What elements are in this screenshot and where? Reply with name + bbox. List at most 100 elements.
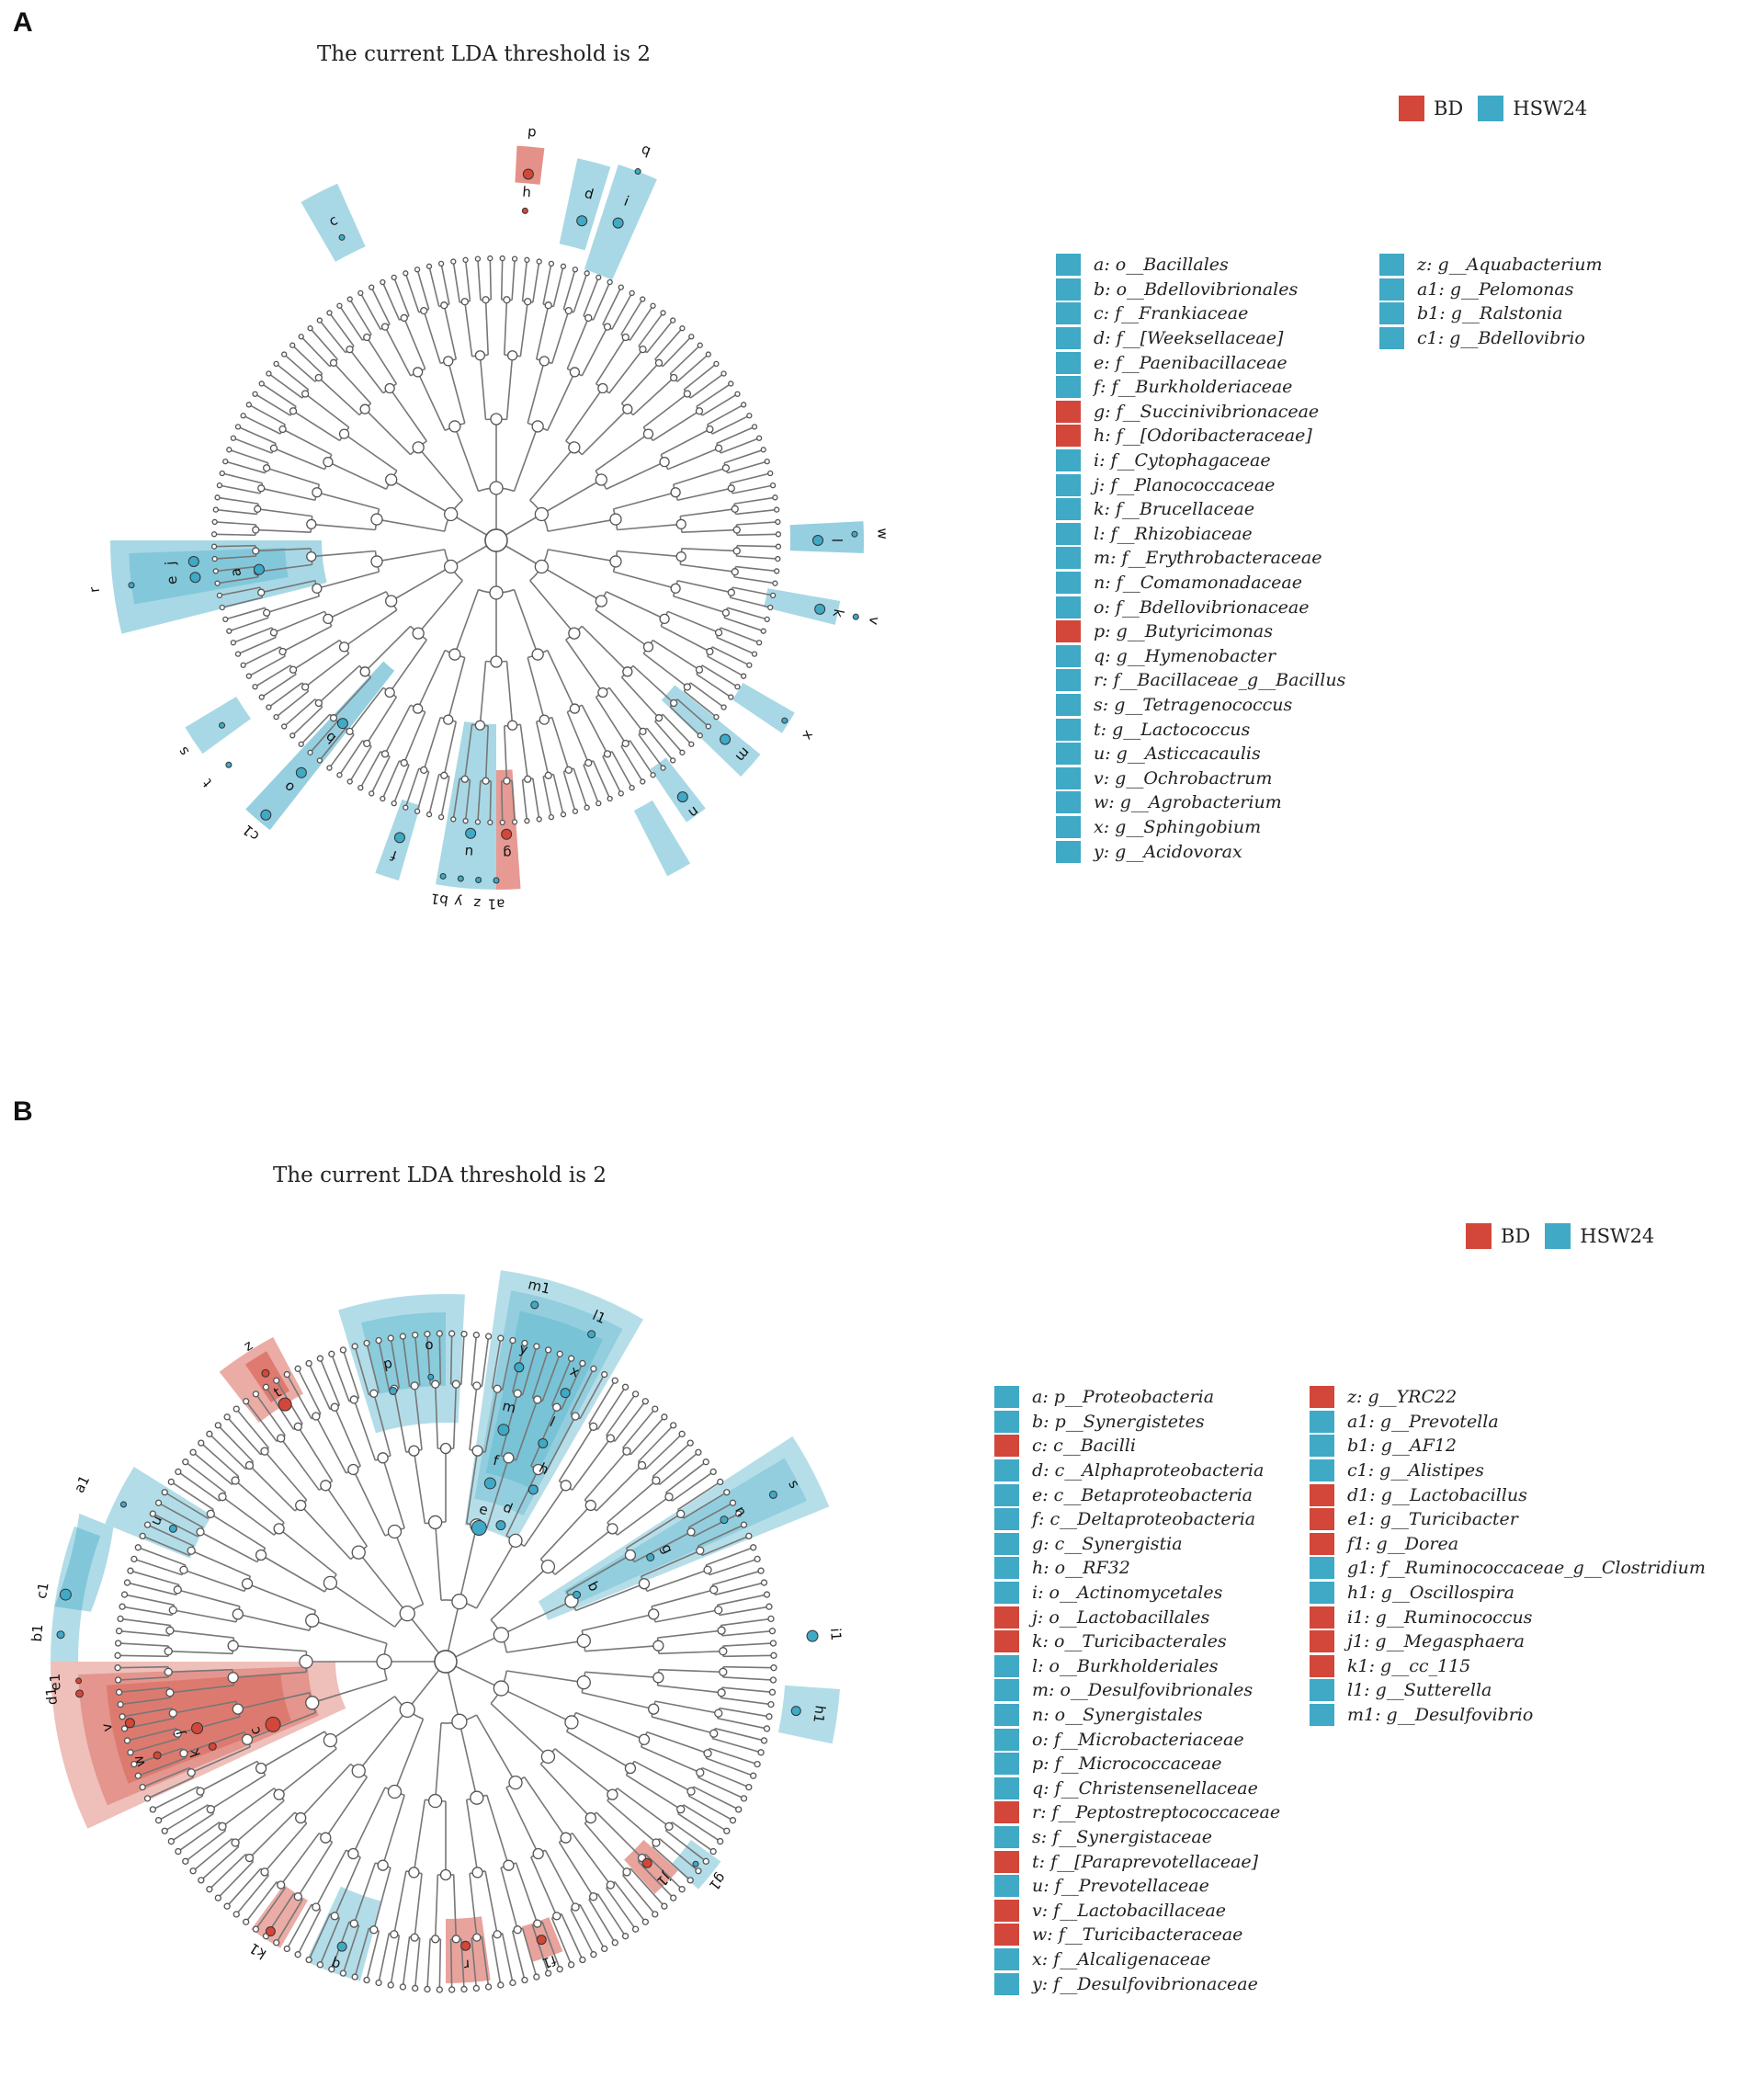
tree-node: [377, 1452, 389, 1464]
tree-branch: [384, 326, 412, 377]
tree-node: [470, 1790, 484, 1805]
tree-node: [391, 800, 397, 807]
tree-node: [214, 1894, 221, 1901]
tree-branch: [673, 595, 727, 614]
tree-branch: [133, 1558, 183, 1576]
tree-node: [548, 813, 555, 821]
tree-branch: [705, 1757, 754, 1776]
tree-branch: [500, 780, 504, 823]
tree-branch: [722, 1642, 774, 1647]
tree-node: [198, 1877, 205, 1884]
tree-node: [709, 1847, 717, 1856]
tree-branch: [644, 1853, 683, 1890]
tree-branch: [606, 460, 665, 490]
tree-branch: [566, 711, 590, 764]
key-swatch: [994, 1753, 1019, 1776]
tree-node: [255, 1549, 267, 1561]
tree-node: [384, 382, 395, 394]
tree-branch: [711, 1737, 762, 1754]
tree-branch: [532, 778, 540, 820]
tree-node: [584, 1811, 596, 1824]
tree-node: [369, 790, 375, 797]
tree-node: [218, 1493, 227, 1502]
tree-branch: [572, 1833, 611, 1886]
tree-branch: [696, 382, 732, 408]
tree-branch: [328, 733, 355, 769]
tree-node: [622, 1867, 631, 1877]
key-text: z: g__YRC22: [1347, 1387, 1458, 1408]
tree-node: [277, 1880, 286, 1890]
tree-node: [629, 785, 635, 791]
tree-node: [231, 1476, 240, 1485]
key-swatch: [1379, 302, 1404, 325]
tree-node: [149, 1510, 156, 1517]
tree-branch: [659, 1451, 699, 1485]
tree-node: [544, 771, 552, 779]
key-item: b1: g__AF12: [1310, 1434, 1706, 1459]
tree-branch: [357, 1708, 408, 1772]
tree-node: [532, 1847, 544, 1860]
clade-label: k1: [246, 1939, 269, 1962]
tree-branch: [584, 1671, 659, 1679]
tree-node: [493, 1627, 510, 1643]
tree-node: [659, 613, 670, 625]
tree-node: [640, 778, 646, 785]
clade-label: c1: [33, 1581, 52, 1600]
tree-branch: [595, 696, 627, 744]
tree-branch: [515, 1862, 539, 1924]
tree-node: [377, 1859, 389, 1871]
tree-node: [472, 1331, 480, 1339]
tree-branch: [646, 320, 674, 354]
tree-node: [544, 1969, 552, 1977]
key-text: a: p__Proteobacteria: [1032, 1387, 1215, 1408]
tree-branch: [620, 676, 660, 719]
tree-branch: [500, 1867, 518, 1930]
tree-branch: [651, 1716, 714, 1734]
tree-branch: [595, 433, 649, 471]
key-text: a: o__Bacillales: [1094, 255, 1229, 276]
tree-branch: [550, 1917, 573, 1966]
tree-branch: [292, 410, 341, 442]
tree-node: [273, 1939, 280, 1947]
tree-branch: [329, 1582, 396, 1628]
tree-node: [139, 1783, 146, 1791]
tree-branch: [229, 448, 269, 464]
tree-branch: [449, 1334, 453, 1385]
tree-branch: [736, 533, 778, 537]
tree-node: [493, 1384, 502, 1393]
clade-label: t: [199, 776, 216, 790]
clade-highlight: [777, 1685, 840, 1744]
tree-node: [521, 1976, 528, 1984]
tree-node: [607, 278, 613, 286]
tree-branch: [280, 1833, 320, 1886]
tree-node: [189, 1867, 197, 1875]
key-swatch: [1056, 596, 1081, 619]
tree-node: [728, 694, 734, 700]
tree-node: [508, 1533, 523, 1549]
tree-branch: [389, 388, 427, 442]
tree-node: [569, 367, 581, 378]
key-item: u: f__Prevotellaceae: [994, 1874, 1280, 1899]
tree-branch: [539, 1504, 592, 1561]
tree-node: [278, 647, 287, 656]
tree-node: [622, 666, 633, 677]
tree-branch: [393, 1719, 425, 1792]
key-swatch: [1056, 473, 1081, 496]
tree-branch: [579, 1374, 606, 1420]
key-swatch: [1310, 1704, 1334, 1727]
tree-branch: [722, 1676, 774, 1681]
clade-label: k: [829, 607, 846, 619]
tree-node: [727, 588, 735, 596]
tree-branch: [613, 491, 676, 510]
tree-branch: [373, 1867, 391, 1930]
tree-branch: [550, 1357, 573, 1406]
tree-node: [766, 1713, 773, 1720]
key-text: i1: g__Ruminococcus: [1347, 1606, 1533, 1628]
tree-branch: [173, 1700, 237, 1714]
key-item: n: f__Comamonadaceae: [1056, 571, 1345, 596]
clade-marker-node: [465, 827, 477, 839]
tree-node: [448, 420, 461, 433]
key-swatch: [994, 1532, 1019, 1555]
key-swatch: [1310, 1508, 1334, 1531]
tree-node: [460, 775, 469, 783]
